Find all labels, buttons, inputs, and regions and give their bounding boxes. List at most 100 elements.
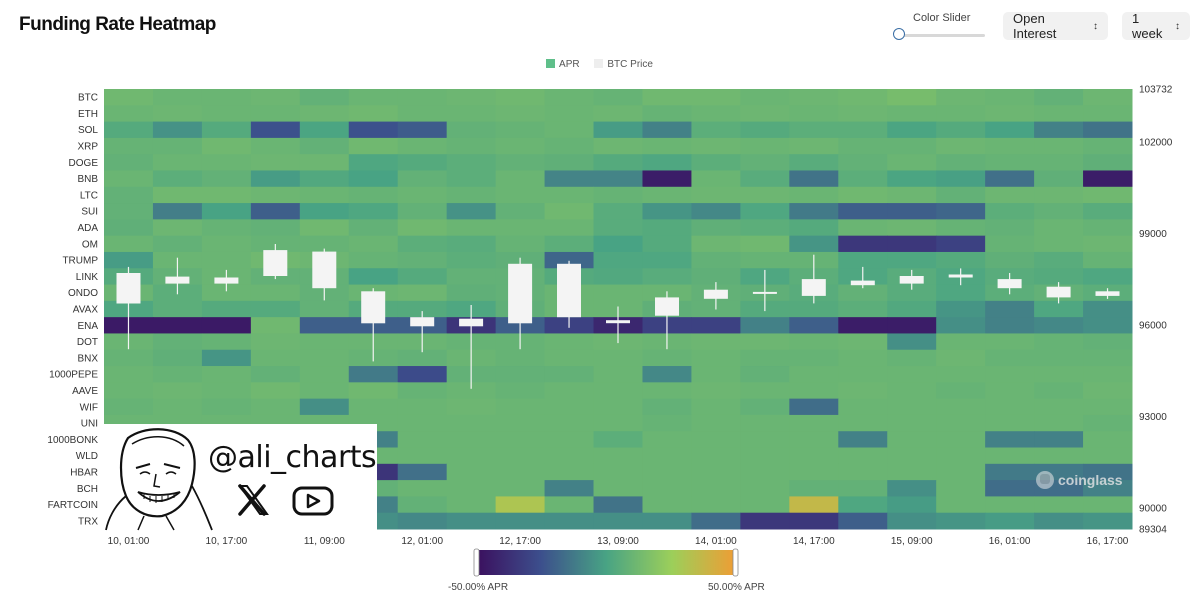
heatmap-cell[interactable] [838,154,888,171]
heatmap-cell[interactable] [250,203,301,220]
heatmap-cell[interactable] [740,480,790,497]
heatmap-cell[interactable] [495,463,546,481]
heatmap-cell[interactable] [250,186,301,204]
heatmap-cell[interactable] [1083,447,1133,465]
heatmap-cell[interactable] [250,105,301,123]
heatmap-cell[interactable] [104,366,154,383]
heatmap-cell[interactable] [691,137,741,155]
heatmap-cell[interactable] [299,317,350,334]
heatmap-cell[interactable] [936,463,986,481]
heatmap-cell[interactable] [250,382,301,400]
heatmap-cell[interactable] [201,154,252,171]
heatmap-cell[interactable] [1034,105,1084,123]
heatmap-cell[interactable] [691,154,741,171]
heatmap-cell[interactable] [348,170,399,188]
heatmap-cell[interactable] [544,186,595,204]
heatmap-cell[interactable] [887,496,937,514]
heatmap-cell[interactable] [397,121,448,139]
heatmap-cell[interactable] [691,463,741,481]
heatmap-cell[interactable] [740,496,790,514]
heatmap-cell[interactable] [495,366,546,383]
legend-item-btc-price[interactable]: BTC Price [594,59,653,70]
heatmap-cell[interactable] [691,480,741,497]
heatmap-cell[interactable] [691,121,741,139]
heatmap-cell[interactable] [936,251,986,269]
heatmap-cell[interactable] [1034,447,1084,465]
heatmap-cell[interactable] [593,382,643,400]
heatmap-cell[interactable] [593,512,643,530]
heatmap-cell[interactable] [593,219,643,237]
heatmap-cell[interactable] [1083,431,1133,449]
heatmap-cell[interactable] [250,154,301,171]
heatmap-cell[interactable] [642,121,692,139]
heatmap-cell[interactable] [985,89,1035,106]
heatmap-cell[interactable] [887,219,937,237]
heatmap-cell[interactable] [446,121,497,139]
heatmap-cell[interactable] [838,203,888,220]
heatmap-cell[interactable] [789,431,839,449]
heatmap-cell[interactable] [152,154,203,171]
heatmap-cell[interactable] [1034,268,1084,286]
heatmap-cell[interactable] [544,333,595,351]
heatmap-cell[interactable] [936,186,986,204]
heatmap-cell[interactable] [691,170,741,188]
heatmap-cell[interactable] [936,105,986,123]
heatmap-cell[interactable] [544,121,595,139]
heatmap-cell[interactable] [838,333,888,351]
heatmap-cell[interactable] [299,121,350,139]
heatmap-cell[interactable] [201,186,252,204]
heatmap-cell[interactable] [936,170,986,188]
heatmap-cell[interactable] [250,398,301,416]
heatmap-cell[interactable] [1083,463,1133,481]
heatmap-cell[interactable] [642,382,692,400]
heatmap-cell[interactable] [593,170,643,188]
heatmap-cell[interactable] [593,284,643,302]
heatmap-cell[interactable] [348,121,399,139]
range-select[interactable]: 1 week ↕ [1122,11,1190,41]
btc-candle[interactable] [508,257,533,350]
heatmap-cell[interactable] [1034,219,1084,237]
heatmap-cell[interactable] [887,349,937,367]
heatmap-cell[interactable] [397,414,448,432]
heatmap-cell[interactable] [789,414,839,432]
heatmap-cell[interactable] [789,333,839,351]
color-slider-knob[interactable] [893,28,905,40]
heatmap-cell[interactable] [446,268,497,286]
heatmap-cell[interactable] [152,105,203,123]
heatmap-cell[interactable] [642,251,692,269]
heatmap-cell[interactable] [152,203,203,220]
heatmap-cell[interactable] [985,170,1035,188]
heatmap-cell[interactable] [789,463,839,481]
heatmap-cell[interactable] [593,414,643,432]
btc-candle[interactable] [1046,282,1071,304]
heatmap-cell[interactable] [789,219,839,237]
heatmap-cell[interactable] [201,382,252,400]
heatmap-cell[interactable] [740,414,790,432]
heatmap-cell[interactable] [250,89,301,106]
heatmap-cell[interactable] [740,170,790,188]
heatmap-cell[interactable] [544,431,595,449]
heatmap-cell[interactable] [1083,235,1133,253]
heatmap-cell[interactable] [838,284,888,302]
heatmap-cell[interactable] [593,447,643,465]
heatmap-cell[interactable] [544,512,595,530]
heatmap-cell[interactable] [642,154,692,171]
heatmap-cell[interactable] [152,186,203,204]
heatmap-cell[interactable] [446,251,497,269]
heatmap-cell[interactable] [544,219,595,237]
heatmap-cell[interactable] [104,137,154,155]
heatmap-cell[interactable] [838,447,888,465]
heatmap-cell[interactable] [446,463,497,481]
color-slider-track[interactable] [899,34,985,37]
heatmap-cell[interactable] [1034,89,1084,106]
heatmap-cell[interactable] [1034,251,1084,269]
heatmap-cell[interactable] [348,398,399,416]
btc-candle[interactable] [165,257,190,295]
heatmap-cell[interactable] [936,512,986,530]
heatmap-cell[interactable] [1034,414,1084,432]
heatmap-cell[interactable] [201,219,252,237]
heatmap-cell[interactable] [789,382,839,400]
heatmap-cell[interactable] [740,349,790,367]
heatmap-cell[interactable] [691,251,741,269]
heatmap-cell[interactable] [740,447,790,465]
